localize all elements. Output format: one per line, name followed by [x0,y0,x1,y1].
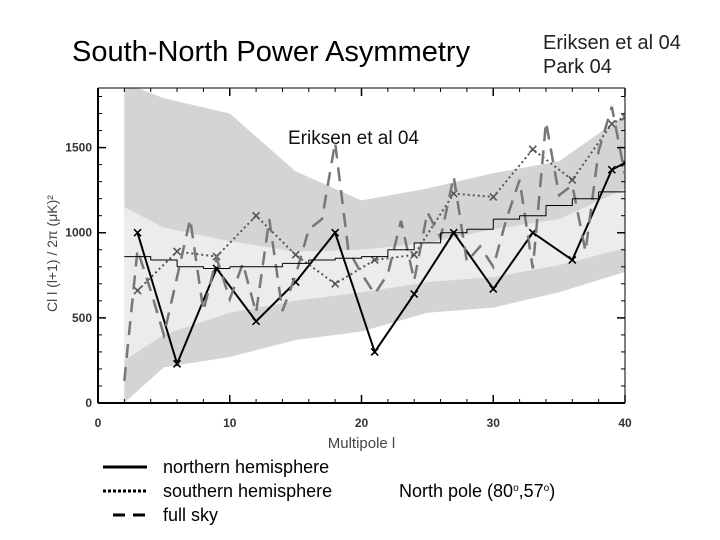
north-pole-label: North pole (80o,57o) [399,481,555,502]
legend: northern hemisphere southern hemisphere … [103,456,363,528]
point-stroke [252,317,261,326]
south-data-point [370,255,379,265]
point-stroke [252,211,261,220]
legend-label-fullsky: full sky [163,505,219,525]
north-data-point [172,359,182,368]
x-tick-label: 30 [487,416,501,430]
south-data-point [620,112,625,122]
point-stroke [620,161,625,167]
south-data-point [528,145,537,154]
north-data-point [568,255,577,265]
dashed-line-swatch [113,513,147,517]
south-data-point [607,119,616,128]
north-data-point [252,317,261,326]
model-step-line [124,191,625,269]
north-data-point [410,289,419,299]
point-stroke [331,279,340,288]
south-data-point [489,192,498,202]
south-data-point [568,175,577,185]
point-stroke [172,247,182,256]
point-stroke [133,228,142,237]
confidence-bands [124,88,625,403]
south-data-point [331,279,340,288]
point-stroke [620,115,625,122]
full-sky-line [123,106,625,382]
point-stroke [370,347,379,356]
inner-confidence-band [124,188,625,361]
outer-confidence-band [124,88,625,403]
north-data-point [331,228,340,237]
legend-item-north: northern hemisphere [103,456,363,480]
point-stroke [528,145,537,154]
plot-axes [97,87,626,404]
point-stroke [489,284,498,293]
reference-eriksen: Eriksen et al 04 [543,32,681,54]
pole-prefix: North pole (80 [399,481,514,501]
x-tick-label: 10 [223,416,237,430]
point-stroke [133,286,142,295]
legend-label-south: southern hemisphere [163,481,333,501]
dotted-line-swatch [103,489,147,493]
south-data-point [172,247,182,256]
north-data-point [370,347,379,356]
reference-park: Park 04 [543,56,612,78]
point-stroke [370,255,379,265]
y-tick-label: 1500 [65,141,92,155]
point-stroke [607,119,616,128]
point-stroke [172,359,182,368]
legend-label-north: northern hemisphere [163,457,330,477]
axis-labels: 0 10 20 30 40 0 500 1000 1500 Multipole l Cl l (l+… [44,141,632,452]
south-data-point [410,250,419,259]
point-stroke [568,255,577,265]
north-data-point [607,165,616,174]
slide-title: South-North Power Asymmetry [72,36,471,68]
point-stroke [331,228,340,237]
pole-mid: ,57 [518,481,544,501]
pole-degree-2: o [543,483,550,494]
y-tick-label: 0 [85,396,92,410]
point-stroke [410,289,419,299]
x-tick-label: 0 [95,416,102,430]
y-axis-title: Cl l (l+1) / 2π (μK)² [44,195,60,312]
point-stroke [291,250,300,259]
south-data-point [252,211,261,220]
solid-line-swatch [103,465,147,469]
reference-list: Eriksen et al 04 Park 04 [543,31,681,79]
point-stroke [607,165,616,174]
legend-item-south: southern hemisphere [103,480,363,504]
point-stroke [620,112,625,119]
pole-degree-1: o [513,483,519,494]
pole-suffix: ) [549,481,556,501]
south-data-point [133,286,142,295]
x-axis-title: Multipole l [328,435,396,452]
point-stroke [568,175,577,185]
y-tick-label: 1000 [65,226,92,240]
data-series [123,106,625,382]
y-tick-label: 500 [72,311,92,325]
north-data-point [133,228,142,237]
plot-annotation: Eriksen et al 04 [288,128,419,149]
south-data-point [291,250,300,259]
legend-item-fullsky: full sky [103,504,363,528]
north-data-point [489,284,498,293]
x-tick-label: 20 [355,416,369,430]
x-tick-label: 40 [618,416,632,430]
point-stroke [489,192,498,202]
point-stroke [410,250,419,259]
